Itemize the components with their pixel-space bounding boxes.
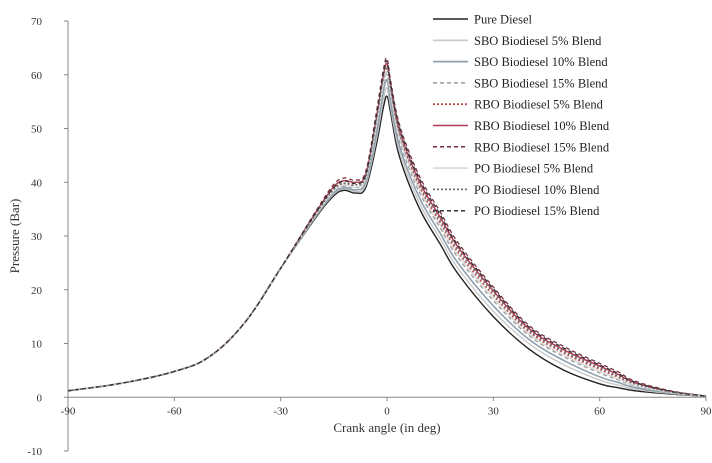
y-tick-label: 60 bbox=[31, 70, 43, 82]
legend-label: SBO Biodiesel 10% Blend bbox=[474, 55, 608, 69]
legend-label: SBO Biodiesel 15% Blend bbox=[474, 76, 608, 90]
axes: -10 0 10 20 30 40 50 60 70 -90 -60 -30 0 30 60 90 bbox=[27, 16, 712, 458]
legend-label: RBO Biodiesel 10% Blend bbox=[474, 119, 610, 133]
legend-label: Pure Diesel bbox=[474, 13, 532, 27]
x-tick-label: 0 bbox=[384, 405, 390, 417]
y-tick-label: -10 bbox=[27, 446, 42, 458]
series-line-4 bbox=[67, 73, 707, 397]
y-tick-label: 20 bbox=[31, 285, 43, 297]
legend: Pure Diesel SBO Biodiesel 5% Blend SBO Bio… bbox=[433, 13, 610, 218]
legend-label: PO Biodiesel 15% Blend bbox=[474, 204, 600, 218]
series-line-3 bbox=[67, 78, 707, 397]
y-tick-label: 40 bbox=[31, 177, 43, 189]
y-axis-title: Pressure (Bar) bbox=[7, 199, 22, 274]
x-tick-label: -60 bbox=[167, 405, 182, 417]
x-tick-label: -30 bbox=[273, 405, 288, 417]
series-line-6 bbox=[67, 62, 707, 397]
y-tick-label: 0 bbox=[37, 392, 43, 404]
x-tick-label: 90 bbox=[701, 405, 712, 417]
series-line-7 bbox=[67, 57, 707, 397]
series-line-10 bbox=[67, 60, 707, 397]
series-line-1 bbox=[67, 95, 707, 397]
y-tick-label: 10 bbox=[31, 339, 43, 351]
legend-label: PO Biodiesel 10% Blend bbox=[474, 183, 600, 197]
series-line-8 bbox=[67, 70, 707, 397]
series-line-2 bbox=[67, 87, 707, 397]
y-tick-label: 50 bbox=[31, 124, 43, 136]
y-tick-label: 70 bbox=[31, 16, 43, 28]
legend-label: PO Biodiesel 5% Blend bbox=[474, 162, 594, 176]
series-layer bbox=[67, 57, 707, 397]
x-tick-label: -90 bbox=[61, 405, 76, 417]
legend-label: SBO Biodiesel 5% Blend bbox=[474, 34, 602, 48]
y-tick-label: 30 bbox=[31, 231, 43, 243]
legend-label: RBO Biodiesel 15% Blend bbox=[474, 140, 610, 154]
x-tick-label: 30 bbox=[488, 405, 500, 417]
series-line-5 bbox=[67, 68, 707, 397]
x-axis-title: Crank angle (in deg) bbox=[333, 420, 440, 435]
x-tick-label: 60 bbox=[594, 405, 606, 417]
series-line-9 bbox=[67, 65, 707, 397]
legend-label: RBO Biodiesel 5% Blend bbox=[474, 98, 604, 112]
